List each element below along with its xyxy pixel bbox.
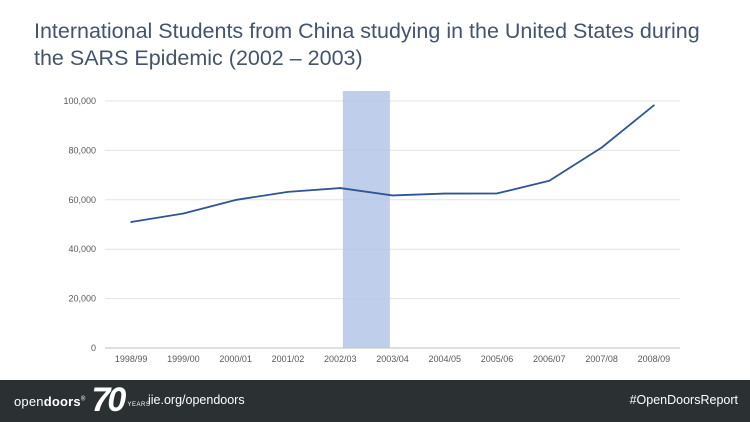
y-tick-label: 40,000 [68,244,96,254]
y-tick-label: 60,000 [68,195,96,205]
x-tick-label: 2000/01 [219,354,252,364]
gridlines [105,100,680,349]
data-point [234,199,237,201]
y-axis-ticks: 0 20,000 40,000 60,000 80,000 100,000 [63,96,96,353]
x-tick-label: 2004/05 [428,354,461,364]
logo-years-label: YEARS [127,402,151,408]
footer-url: iie.org/opendoors [148,393,245,407]
data-point [652,104,655,107]
logo-number: 70 [91,381,126,419]
data-point [182,212,185,215]
x-tick-label: 2008/09 [638,354,671,364]
footer-hashtag: #OpenDoorsReport [629,393,738,407]
logo-wordmark: opendoors® [14,394,85,409]
open-doors-logo: opendoors® 70 YEARS [14,381,151,419]
series-lines [130,104,655,223]
slide-title: International Students from China studyi… [34,19,700,70]
x-tick-label: 2007/08 [585,354,618,364]
data-point [548,179,551,182]
line-chart: 0 20,000 40,000 60,000 80,000 100,000 1998/99… [63,91,680,364]
x-tick-label: 1999/00 [167,354,200,364]
data-point [496,192,498,195]
sars-highlight-band [342,91,390,348]
x-tick-label: 2003/04 [376,354,409,364]
x-tick-label: 2006/07 [533,354,566,364]
y-tick-label: 80,000 [68,145,96,155]
logo-word-bold: doors [43,393,81,409]
data-point [287,190,289,193]
data-point [600,146,603,149]
x-tick-label: 2001/02 [272,354,305,364]
y-tick-label: 20,000 [68,294,96,304]
x-tick-label: 2002/03 [324,354,357,364]
data-point [443,192,446,195]
sars-highlight-rect [342,91,390,348]
data-point [130,221,133,223]
footer-bar: opendoors® 70 YEARS iie.org/opendoors #O… [0,380,750,422]
logo-registered: ® [80,396,86,403]
logo-word-light: open [14,393,44,409]
x-axis-ticks: 1998/99 1999/00 2000/01 2001/02 2002/03 2003/… [115,354,670,364]
y-tick-label: 0 [91,343,96,353]
data-point [339,187,342,189]
series-line [130,104,655,223]
logo-70-years-mark: 70 YEARS [89,381,151,419]
x-tick-label: 1998/99 [115,354,148,364]
y-tick-label: 100,000 [63,96,96,106]
x-tick-label: 2005/06 [481,354,514,364]
data-point [391,194,394,197]
